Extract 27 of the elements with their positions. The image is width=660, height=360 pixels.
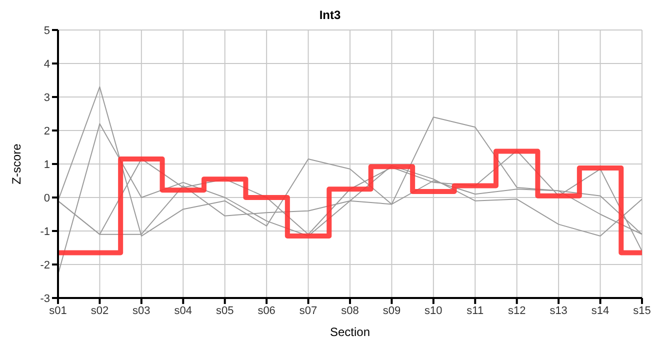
x-tick-label: s06 (258, 304, 276, 317)
x-tick-label: s04 (174, 304, 192, 317)
y-tick-label: 4 (44, 58, 50, 70)
y-tick-label: 3 (44, 92, 50, 104)
y-tick-label: 5 (44, 24, 50, 37)
x-tick-label: s15 (633, 304, 651, 317)
x-tick-label: s13 (550, 304, 568, 317)
x-axis-title: Section (330, 325, 370, 339)
y-tick-label: -3 (40, 292, 50, 305)
x-tick-label: s11 (466, 304, 484, 317)
x-tick-label: s10 (424, 304, 442, 317)
y-tick-label: -1 (40, 226, 50, 238)
chart-title: Int3 (318, 8, 342, 24)
x-tick-label: s08 (341, 304, 359, 317)
y-axis-title: Z-score (9, 143, 24, 184)
y-tick-label: -2 (40, 259, 50, 272)
x-tick-label: s02 (90, 304, 109, 317)
y-tick-label: 1 (44, 158, 50, 171)
x-tick-label: s03 (132, 304, 150, 317)
x-tick-label: s12 (508, 304, 526, 317)
y-tick-label: 2 (44, 125, 50, 138)
x-tick-label: s07 (299, 304, 318, 317)
y-tick-label: 0 (44, 192, 50, 204)
x-tick-label: s14 (591, 304, 610, 317)
x-tick-label: s05 (216, 304, 234, 317)
x-tick-label: s01 (49, 304, 67, 317)
x-tick-label: s09 (382, 304, 401, 317)
